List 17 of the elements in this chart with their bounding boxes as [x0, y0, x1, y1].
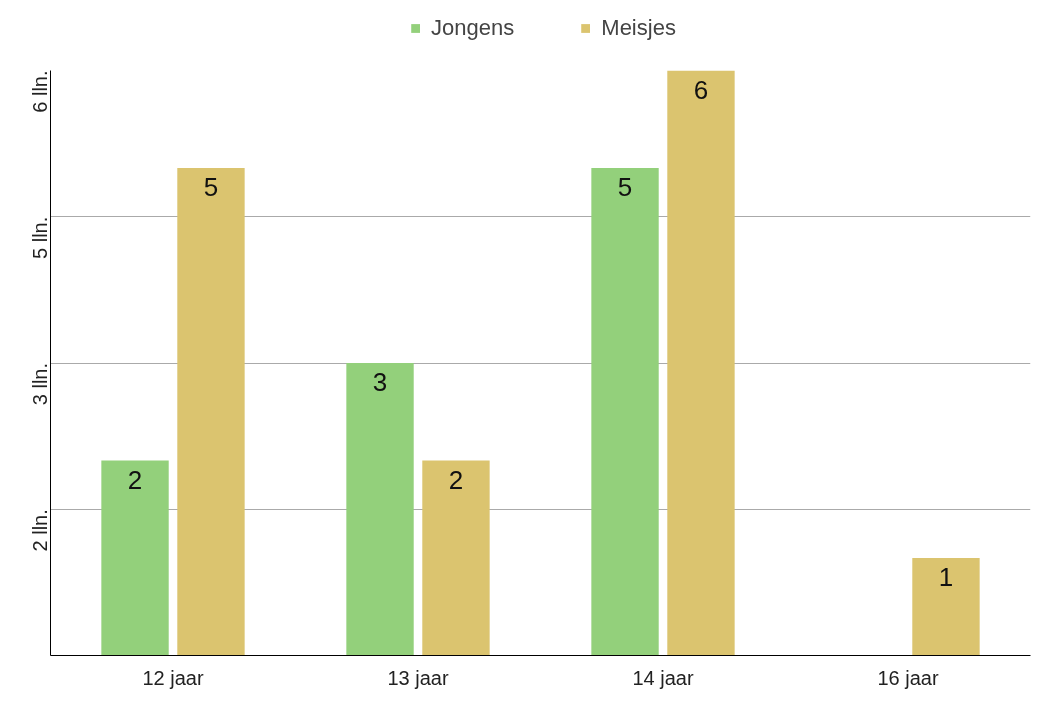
data-label: 6: [693, 74, 709, 105]
y-tick-label: 3 lln.: [28, 363, 51, 406]
data-label: 3: [372, 367, 388, 397]
legend-label: Jongens: [431, 14, 515, 41]
data-label: 2: [448, 464, 464, 495]
data-label: 2: [127, 464, 143, 495]
x-tick-label: 16 jaar: [877, 666, 939, 689]
y-tick-label: 2 lln.: [28, 509, 51, 552]
data-label: 5: [617, 172, 633, 202]
data-label: 5: [203, 172, 219, 202]
data-label: 1: [938, 562, 954, 592]
y-tick-label: 6 lln.: [28, 70, 51, 113]
y-tick-label: 5 lln.: [28, 216, 51, 259]
x-tick-label: 13 jaar: [387, 666, 449, 689]
x-tick-label: 12 jaar: [142, 666, 204, 689]
legend-label: Meisjes: [601, 14, 676, 41]
x-tick-label: 14 jaar: [632, 666, 694, 689]
